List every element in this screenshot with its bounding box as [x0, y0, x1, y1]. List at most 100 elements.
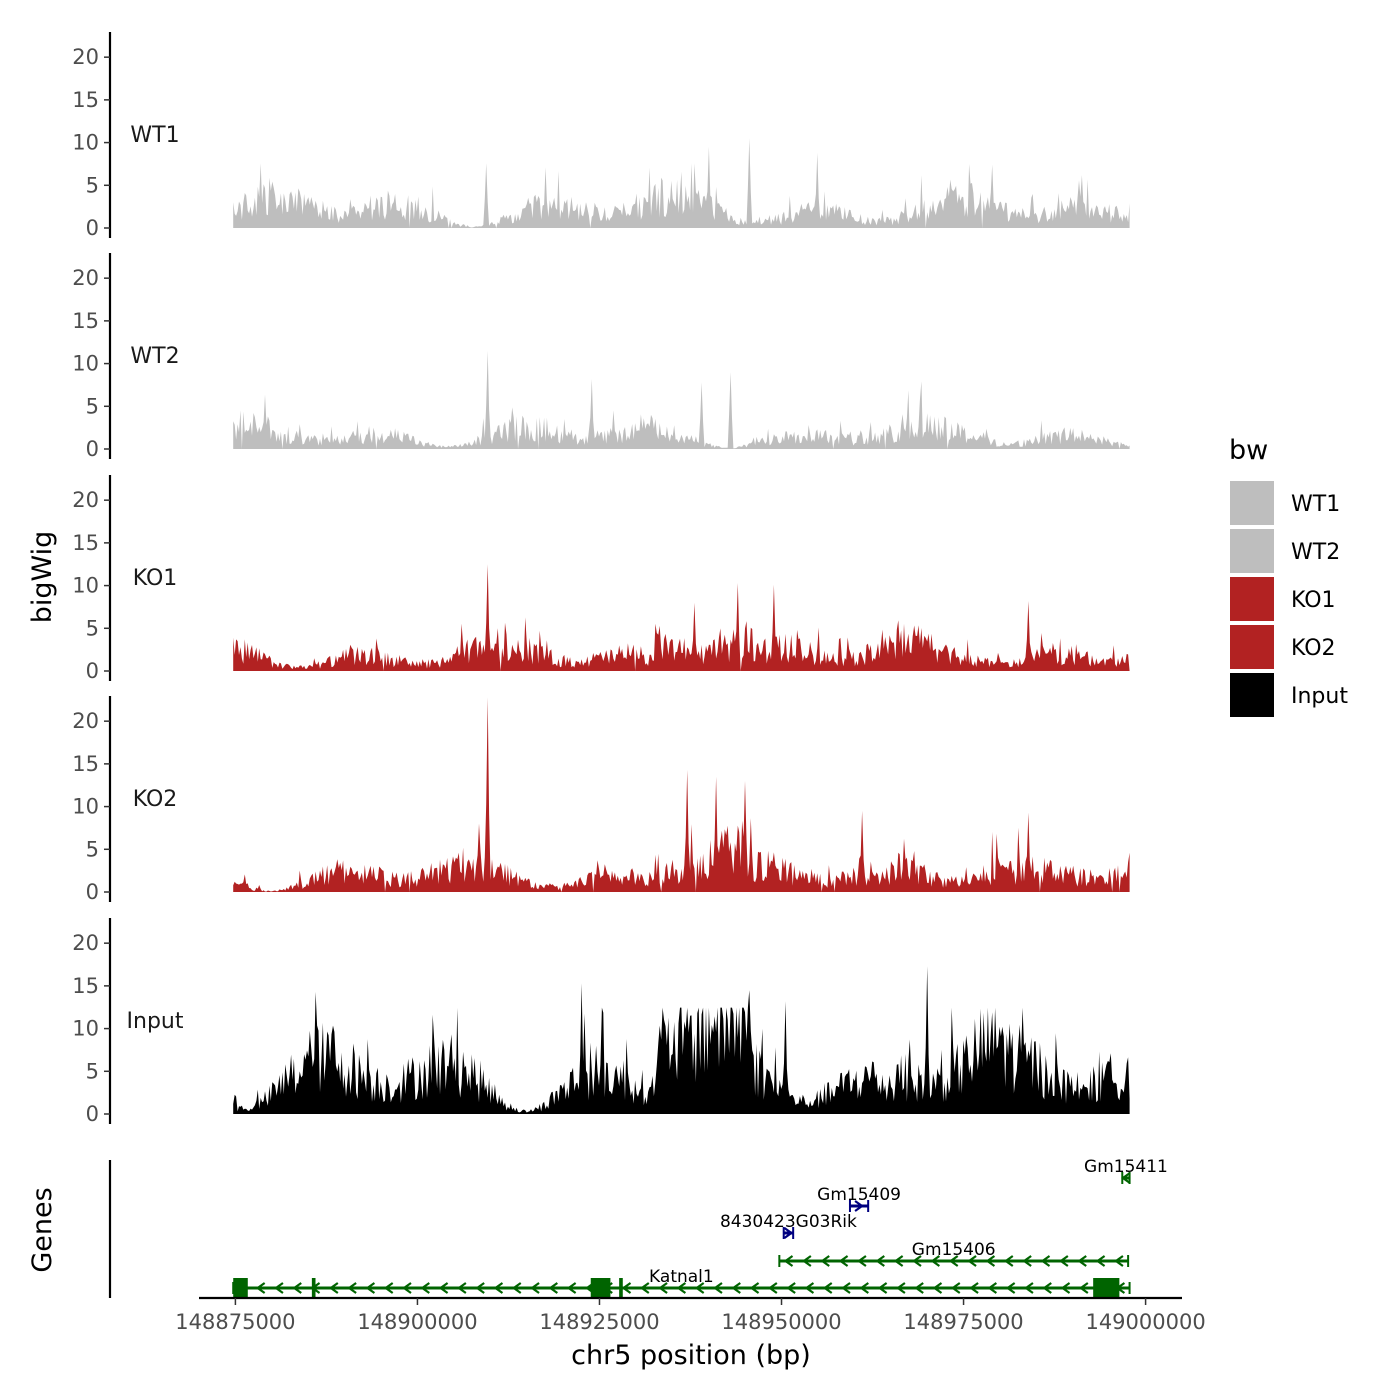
- strand-arrow: [1042, 1282, 1052, 1294]
- y-tick-label: 0: [86, 216, 99, 240]
- x-axis: 148875000 148900000 148925000 148950000 1489…: [175, 1296, 1206, 1334]
- strand-arrow: [893, 1255, 904, 1267]
- signal-area: [233, 697, 1130, 892]
- strand-arrow: [1121, 1172, 1131, 1184]
- track-wt2: 0 5 10 15 20 WT2: [72, 253, 1130, 461]
- strand-arrow: [987, 1282, 998, 1294]
- x-tick-label: 148900000: [357, 1310, 477, 1334]
- y-tick-label: 20: [72, 709, 99, 733]
- strand-arrow: [383, 1282, 394, 1294]
- strand-arrow: [658, 1282, 668, 1294]
- strand-arrow: [854, 1200, 864, 1212]
- strand-arrow: [950, 1282, 961, 1294]
- y-tick-label: 15: [72, 309, 99, 333]
- strand-arrow: [1077, 1255, 1087, 1267]
- strand-arrow: [820, 1255, 830, 1267]
- strand-arrow: [749, 1282, 760, 1294]
- signal-area: [233, 564, 1130, 671]
- strand-arrow: [639, 1282, 650, 1294]
- strand-arrow: [967, 1255, 977, 1267]
- strand-arrow: [838, 1255, 849, 1267]
- signal-area: [233, 350, 1130, 449]
- strand-arrow: [1060, 1282, 1071, 1294]
- track-wt1: 0 5 10 15 20 WT1: [72, 32, 1130, 240]
- legend-label: Input: [1291, 684, 1348, 709]
- strand-arrow: [841, 1282, 851, 1294]
- genes-axis-title: Genes: [27, 1187, 58, 1272]
- strand-arrow: [969, 1282, 979, 1294]
- strand-arrow: [255, 1282, 266, 1294]
- strand-arrow: [694, 1282, 705, 1294]
- legend-label: KO2: [1291, 636, 1336, 661]
- strand-arrow: [801, 1255, 812, 1267]
- track-label: WT2: [130, 344, 179, 369]
- strand-arrow: [365, 1282, 376, 1294]
- x-tick-label: 148975000: [903, 1310, 1023, 1334]
- gene-label: Gm15406: [912, 1240, 996, 1260]
- legend-swatch: [1230, 577, 1274, 621]
- strand-arrow: [985, 1255, 996, 1267]
- gene-label: 8430423G03Rik: [720, 1212, 857, 1232]
- strand-arrow: [1078, 1282, 1089, 1294]
- y-tick-label: 20: [72, 931, 99, 955]
- strand-arrow: [1040, 1255, 1051, 1267]
- strand-arrow: [274, 1282, 284, 1294]
- gene-label: Katnal1: [649, 1267, 714, 1287]
- strand-arrow: [859, 1282, 869, 1294]
- gene-label: Gm15411: [1084, 1157, 1168, 1177]
- x-tick-label: 148875000: [175, 1310, 295, 1334]
- track-label: KO2: [133, 787, 178, 812]
- y-tick-label: 10: [72, 574, 99, 598]
- gene-gm15409: Gm15409: [817, 1185, 901, 1212]
- y-tick-label: 5: [86, 173, 99, 197]
- legend-swatch: [1230, 673, 1274, 717]
- strand-arrow: [822, 1282, 833, 1294]
- strand-arrow: [786, 1282, 796, 1294]
- gene-gm15406: Gm15406: [778, 1240, 1130, 1267]
- exon: [1093, 1278, 1120, 1298]
- y-tick-label: 5: [86, 394, 99, 418]
- legend-swatch: [1230, 529, 1274, 573]
- x-tick-label: 149000000: [1085, 1310, 1205, 1334]
- strand-arrow: [1114, 1255, 1124, 1267]
- y-tick-label: 0: [86, 880, 99, 904]
- x-axis-title: chr5 position (bp): [571, 1340, 811, 1371]
- track-ko1: 0 5 10 15 20 KO1: [72, 475, 1130, 683]
- strand-arrow: [402, 1282, 412, 1294]
- track-label: WT1: [130, 123, 179, 148]
- strand-arrow: [347, 1282, 357, 1294]
- strand-arrow: [566, 1282, 577, 1294]
- y-tick-label: 5: [86, 837, 99, 861]
- exon: [311, 1278, 316, 1298]
- track-label: Input: [127, 1009, 184, 1034]
- strand-arrow: [1024, 1282, 1034, 1294]
- strand-arrow: [530, 1282, 540, 1294]
- strand-arrow: [804, 1282, 815, 1294]
- track-input: 0 5 10 15 20 Input: [72, 918, 1130, 1126]
- strand-arrow: [932, 1282, 943, 1294]
- gene-8430423g03rik: 8430423G03Rik: [720, 1212, 857, 1239]
- signal-area: [233, 138, 1130, 228]
- y-tick-label: 20: [72, 45, 99, 69]
- exon: [590, 1278, 611, 1298]
- legend-label: KO1: [1291, 588, 1336, 613]
- strand-arrow: [328, 1282, 339, 1294]
- legend-label: WT2: [1291, 540, 1340, 565]
- gene-label: Gm15409: [817, 1185, 901, 1205]
- strand-arrow: [930, 1255, 941, 1267]
- y-tick-label: 0: [86, 1102, 99, 1126]
- signal-tracks: 0 5 10 15 20 WT1 0 5 10 15 20 WT2 0 5 10 15 20 KO1 0 5 10 15 2…: [72, 32, 1130, 1126]
- strand-arrow: [511, 1282, 522, 1294]
- strand-arrow: [875, 1255, 885, 1267]
- y-tick-label: 0: [86, 659, 99, 683]
- y-tick-label: 15: [72, 974, 99, 998]
- strand-arrow: [292, 1282, 302, 1294]
- y-tick-label: 5: [86, 1059, 99, 1083]
- strand-arrow: [1058, 1255, 1069, 1267]
- y-tick-label: 10: [72, 131, 99, 155]
- y-tick-label: 10: [72, 1017, 99, 1041]
- y-tick-label: 15: [72, 752, 99, 776]
- strand-arrow: [731, 1282, 741, 1294]
- strand-arrow: [767, 1282, 778, 1294]
